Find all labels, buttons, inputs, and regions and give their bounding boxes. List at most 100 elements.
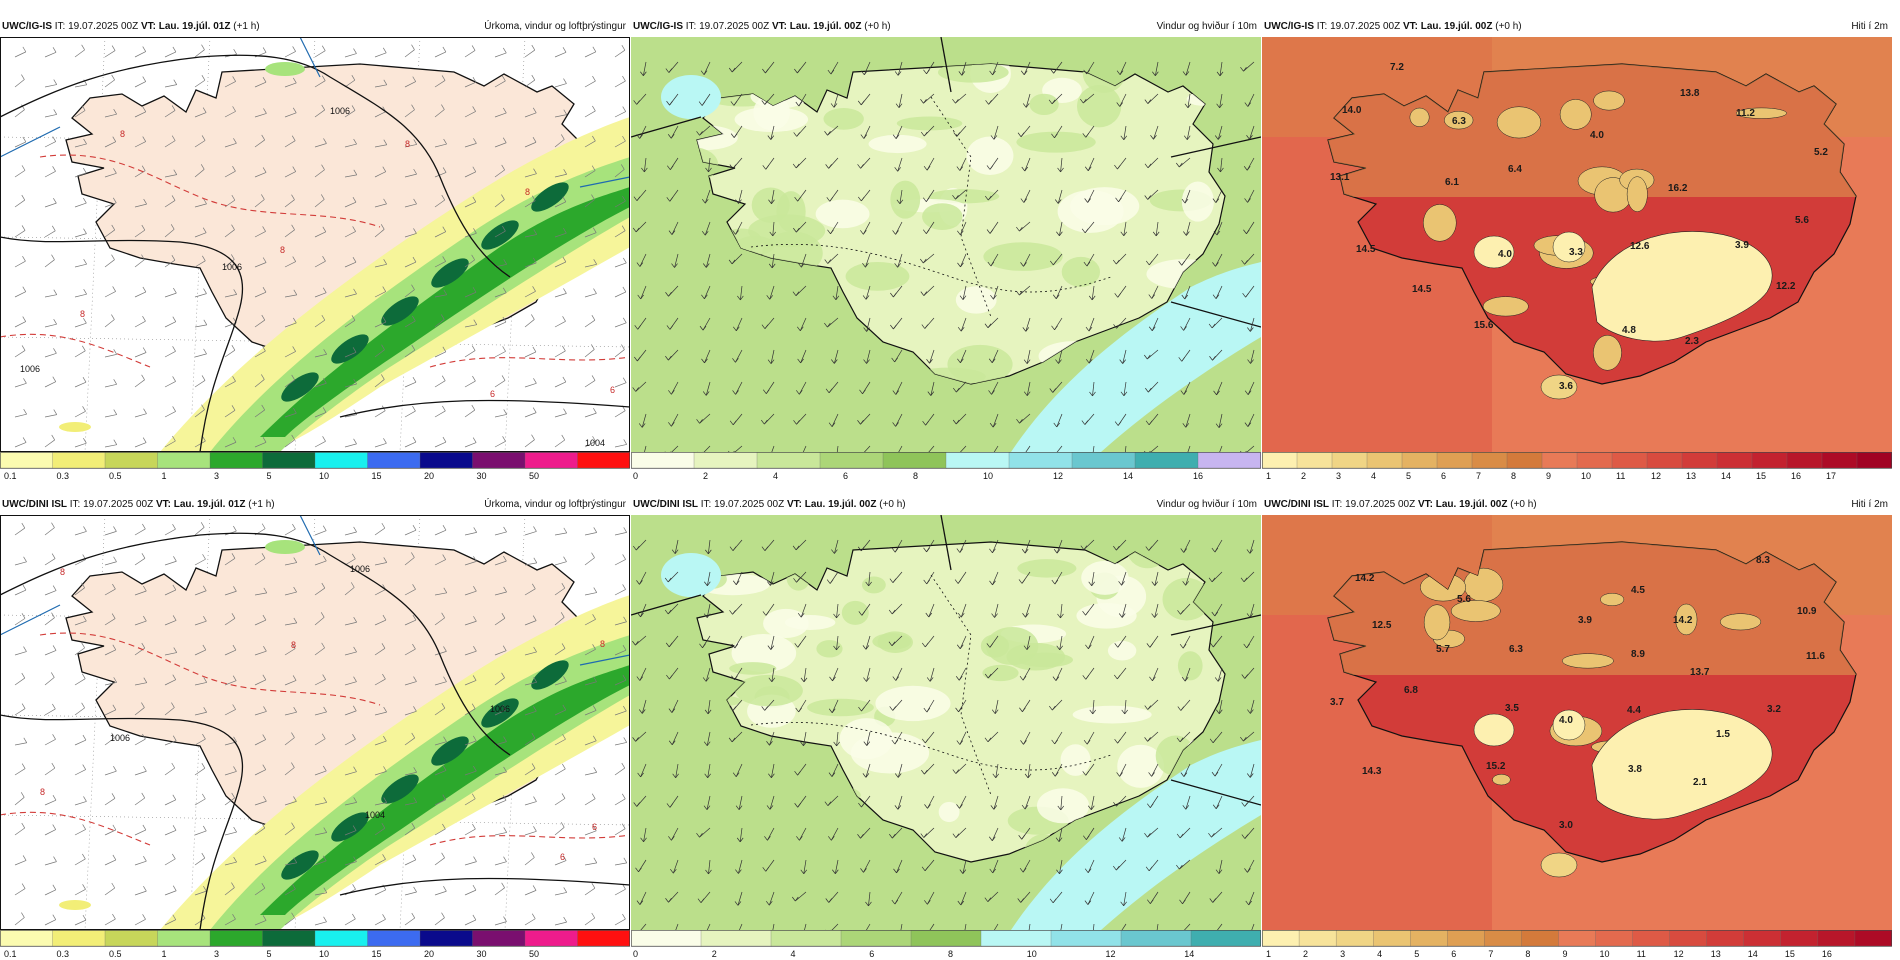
colorbar-swatch — [1787, 452, 1823, 468]
colorbar-swatch — [820, 452, 884, 468]
colorbar-swatch — [1822, 452, 1858, 468]
colorbar-swatch — [1521, 930, 1559, 946]
colorbar-tick-label: 1 — [162, 949, 167, 959]
colorbar-tick-label: 7 — [1488, 949, 1493, 959]
it-label: IT: — [1332, 499, 1343, 510]
panel-header: UWC/DINI ISL IT: 19.07.2025 00Z VT: Lau.… — [0, 495, 630, 515]
map-panel-wind-dini: UWC/DINI ISL IT: 19.07.2025 00Z VT: Lau.… — [631, 495, 1261, 960]
map-value-label: 5.2 — [1814, 147, 1828, 158]
map-value-label: 8.3 — [1756, 555, 1770, 566]
map-value-label: 12.5 — [1372, 620, 1392, 631]
colorbar-swatch — [1437, 452, 1473, 468]
colorbar-tick-label: 14 — [1123, 471, 1133, 481]
colorbar-swatch — [1707, 930, 1745, 946]
colorbar-swatch — [1198, 452, 1261, 468]
colorbar-swatch — [883, 452, 947, 468]
lead-time: (+0 h) — [879, 499, 905, 510]
colorbar-tick-label: 11 — [1616, 471, 1625, 481]
map-value-label: 14.5 — [1356, 244, 1376, 255]
map-value-label: 5.7 — [1436, 644, 1450, 655]
colorbar-tick-label: 8 — [913, 471, 918, 481]
colorbar-swatch — [525, 930, 578, 946]
map-value-label: 1006 — [330, 106, 350, 116]
map-panel-wind-ig: UWC/IG-IS IT: 19.07.2025 00Z VT: Lau. 19… — [631, 17, 1261, 482]
map-value-label: 4.0 — [1559, 715, 1573, 726]
colorbar-tick-label: 3 — [214, 949, 219, 959]
map-value-label: 1006 — [110, 733, 130, 743]
it-label: IT: — [1317, 21, 1328, 32]
colorbar-tick-label: 13 — [1686, 471, 1696, 481]
map-area[interactable] — [631, 37, 1261, 452]
map-value-label: 3.2 — [1767, 704, 1781, 715]
map-value-label: 14.2 — [1355, 573, 1375, 584]
map-value-label: 10.9 — [1797, 606, 1817, 617]
colorbar-tick-label: 9 — [1562, 949, 1567, 959]
lead-time: (+0 h) — [1510, 499, 1536, 510]
colorbar-swatch — [53, 452, 106, 468]
colorbar-swatch — [1507, 452, 1543, 468]
map-value-label: 8 — [80, 309, 85, 319]
colorbar-swatch — [1191, 930, 1261, 946]
it-label: IT: — [55, 21, 66, 32]
colorbar-tick-label: 12 — [1053, 471, 1063, 481]
colorbar-tick-label: 14 — [1748, 949, 1758, 959]
colorbar-tick-label: 15 — [1756, 471, 1766, 481]
colorbar-tick-label: 17 — [1826, 471, 1836, 481]
colorbar-swatch — [473, 452, 526, 468]
colorbar-tick-label: 8 — [1525, 949, 1530, 959]
colorbar-swatch — [263, 930, 316, 946]
colorbar-tick-label: 0 — [633, 949, 638, 959]
colorbar-swatch — [1299, 930, 1337, 946]
map-value-label: 3.0 — [1559, 820, 1573, 831]
colorbar-swatch — [631, 452, 695, 468]
map-value-label: 3.3 — [1569, 247, 1583, 258]
map-value-label: 4.8 — [1622, 325, 1636, 336]
colorbar-tick-label: 4 — [1377, 949, 1382, 959]
colorbar-swatch — [53, 930, 106, 946]
colorbar-tick-label: 5 — [1406, 471, 1411, 481]
init-time: 19.07.2025 00Z — [714, 499, 784, 510]
colorbar-tick-label: 0 — [633, 471, 638, 481]
it-label: IT: — [701, 499, 712, 510]
map-value-label: 8 — [525, 187, 530, 197]
it-label: IT: — [70, 499, 81, 510]
init-time: 19.07.2025 00Z — [1345, 499, 1415, 510]
colorbar-swatch — [158, 930, 211, 946]
colorbar-tick-label: 13 — [1711, 949, 1721, 959]
map-value-label: 6.8 — [1404, 685, 1418, 696]
lead-time: (+0 h) — [1495, 21, 1521, 32]
colorbar-tick-label: 10 — [1027, 949, 1037, 959]
colorbar-swatch — [1670, 930, 1708, 946]
colorbar-tick-label: 15 — [372, 471, 382, 481]
map-area[interactable] — [631, 515, 1261, 930]
colorbar-swatch — [946, 452, 1010, 468]
map-value-label: 1004 — [365, 810, 385, 820]
colorbar-tick-label: 50 — [529, 471, 539, 481]
map-value-label: 4.4 — [1627, 705, 1641, 716]
map-value-label: 16.2 — [1668, 183, 1688, 194]
map-value-label: 11.6 — [1806, 651, 1825, 662]
colorbar-swatch — [1332, 452, 1368, 468]
colorbar-tick-label: 5 — [267, 949, 272, 959]
map-value-label: 6.3 — [1509, 644, 1523, 655]
colorbar-swatch — [578, 930, 631, 946]
colorbar-swatch — [1647, 452, 1683, 468]
colorbar-swatch — [105, 930, 158, 946]
colorbar-tick-label: 6 — [843, 471, 848, 481]
map-value-label: 4.0 — [1590, 130, 1604, 141]
map-value-label: 6 — [592, 822, 597, 832]
colorbar-swatch — [1447, 930, 1485, 946]
colorbar-swatch — [158, 452, 211, 468]
map-value-label: 5.6 — [1457, 594, 1471, 605]
colorbar-swatch — [1717, 452, 1753, 468]
vt-label: VT: — [1403, 21, 1418, 32]
panel-header: UWC/IG-IS IT: 19.07.2025 00Z VT: Lau. 19… — [0, 17, 630, 37]
colorbar-swatch — [1373, 930, 1411, 946]
